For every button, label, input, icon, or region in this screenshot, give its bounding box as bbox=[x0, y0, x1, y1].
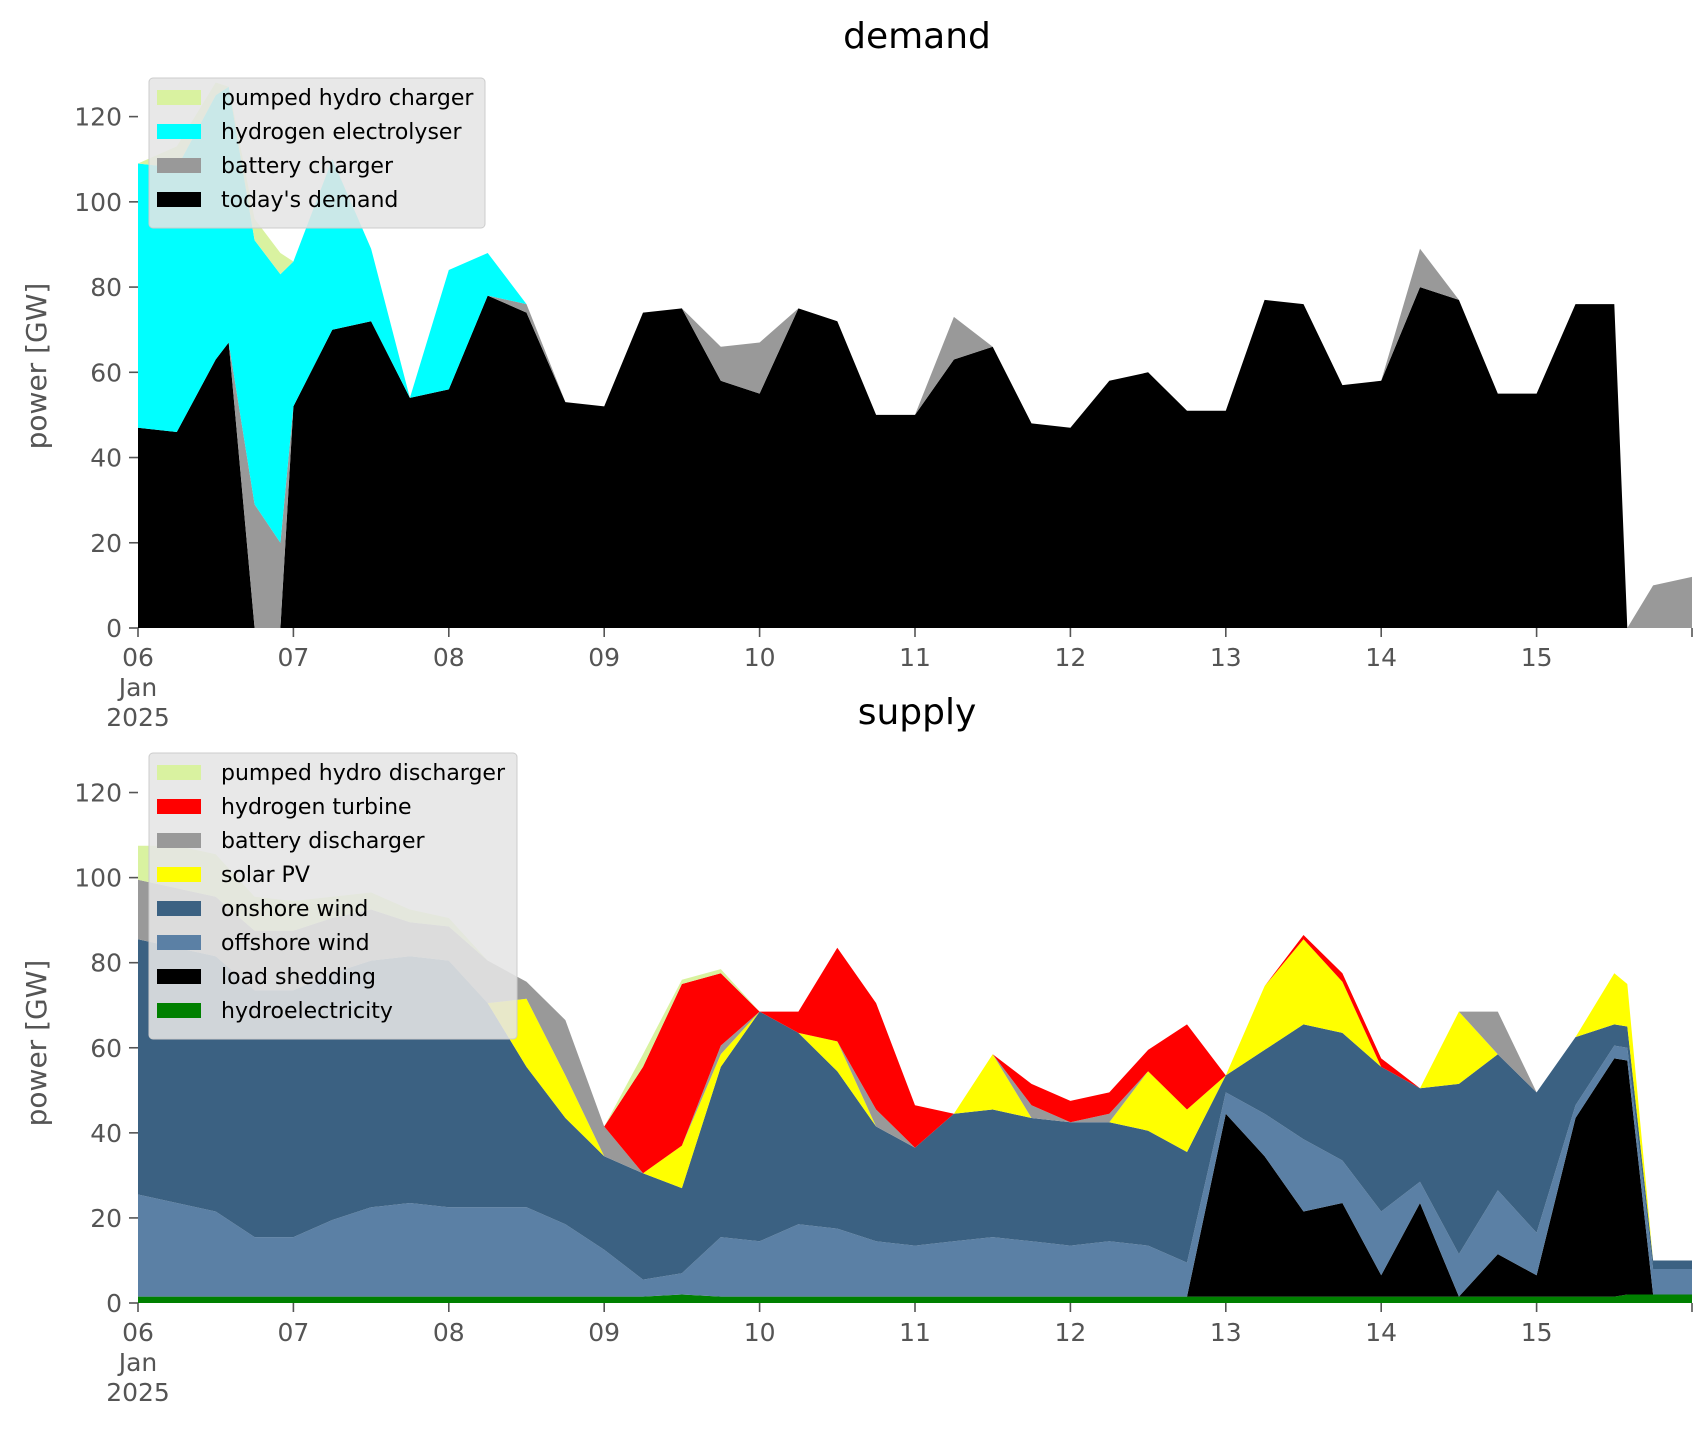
legend-box bbox=[148, 752, 518, 1040]
legend-label: today's demand bbox=[221, 188, 398, 213]
y-tick-label: 0 bbox=[106, 1289, 122, 1318]
series-area-today-s-demand bbox=[138, 287, 1692, 628]
x-tick-label: 07 bbox=[277, 1318, 309, 1347]
legend-label: pumped hydro discharger bbox=[221, 761, 506, 786]
x-tick-label: 11 bbox=[899, 643, 931, 672]
series-area-onshore-wind bbox=[138, 939, 1692, 1280]
y-tick-label: 20 bbox=[90, 1204, 122, 1233]
legend-label: offshore wind bbox=[221, 931, 370, 956]
y-tick-label: 60 bbox=[90, 358, 122, 387]
y-tick-label: 80 bbox=[90, 273, 122, 302]
legend-label: battery charger bbox=[221, 154, 394, 179]
chart-title: supply bbox=[858, 692, 977, 733]
x-tick-sublabel: 2025 bbox=[106, 1378, 170, 1407]
x-tick-sublabel: Jan bbox=[117, 673, 158, 702]
legend-swatch bbox=[157, 833, 201, 848]
legend-swatch bbox=[157, 90, 201, 105]
x-tick-label: 14 bbox=[1365, 643, 1397, 672]
y-axis: 0 20 40 60 80 100 120 bbox=[74, 103, 138, 643]
y-tick-label: 20 bbox=[90, 529, 122, 558]
series-area-hydroelectricity bbox=[138, 1294, 1692, 1303]
y-axis-label: power [GW] bbox=[20, 960, 53, 1127]
legend-swatch bbox=[157, 1003, 201, 1018]
x-tick-label: 07 bbox=[277, 643, 309, 672]
x-tick-label: 14 bbox=[1365, 1318, 1397, 1347]
series-area-offshore-wind bbox=[138, 1045, 1692, 1297]
y-tick-label: 120 bbox=[74, 779, 122, 808]
legend-swatch bbox=[157, 158, 201, 173]
legend-label: pumped hydro charger bbox=[221, 86, 474, 111]
x-tick-label: 13 bbox=[1210, 643, 1242, 672]
legend-label: onshore wind bbox=[221, 897, 368, 922]
legend-swatch bbox=[157, 935, 201, 950]
series-area-solar-pv bbox=[138, 939, 1692, 1261]
legend-swatch bbox=[157, 124, 201, 139]
legend: pumped hydro charger hydrogen electrolyse… bbox=[148, 77, 486, 229]
legend: pumped hydro discharger hydrogen turbine b… bbox=[148, 752, 518, 1040]
x-tick-label: 11 bbox=[899, 1318, 931, 1347]
area-layers bbox=[138, 845, 1692, 1303]
y-tick-label: 100 bbox=[74, 864, 122, 893]
y-axis-label: power [GW] bbox=[20, 283, 53, 450]
x-tick-label: 10 bbox=[744, 643, 776, 672]
legend-swatch bbox=[157, 867, 201, 882]
legend-label: load shedding bbox=[221, 965, 376, 990]
legend-swatch bbox=[157, 799, 201, 814]
x-tick-label: 06 bbox=[122, 643, 154, 672]
x-tick-label: 08 bbox=[433, 643, 465, 672]
y-tick-label: 60 bbox=[90, 1034, 122, 1063]
legend-label: hydroelectricity bbox=[221, 999, 393, 1024]
x-tick-label: 15 bbox=[1521, 1318, 1553, 1347]
y-axis: 0 20 40 60 80 100 120 bbox=[74, 779, 138, 1318]
legend-label: battery discharger bbox=[221, 829, 426, 854]
y-tick-label: 0 bbox=[106, 614, 122, 643]
y-tick-label: 80 bbox=[90, 949, 122, 978]
x-tick-label: 09 bbox=[588, 643, 620, 672]
x-tick-label: 12 bbox=[1054, 1318, 1086, 1347]
x-tick-label: 09 bbox=[588, 1318, 620, 1347]
area-layers bbox=[138, 82, 1692, 629]
chart-title: demand bbox=[843, 16, 991, 57]
series-area-hydrogen-electrolyser bbox=[138, 86, 1692, 629]
legend-swatch bbox=[157, 901, 201, 916]
x-tick-label: 15 bbox=[1521, 643, 1553, 672]
legend-swatch bbox=[157, 765, 201, 780]
x-tick-label: 08 bbox=[433, 1318, 465, 1347]
x-tick-sublabel: Jan bbox=[117, 1348, 158, 1377]
x-tick-label: 13 bbox=[1210, 1318, 1242, 1347]
series-area-load-shedding bbox=[138, 1058, 1692, 1297]
x-tick-label: 10 bbox=[744, 1318, 776, 1347]
legend-swatch bbox=[157, 192, 201, 207]
x-tick-sublabel: 2025 bbox=[106, 703, 170, 732]
legend-swatch bbox=[157, 969, 201, 984]
legend-box bbox=[148, 77, 486, 229]
legend-label: hydrogen turbine bbox=[221, 795, 412, 820]
y-tick-label: 100 bbox=[74, 188, 122, 217]
x-tick-label: 12 bbox=[1054, 643, 1086, 672]
demand-chart: demand power [GW] 0 20 40 60 80 100 120 06Jan2… bbox=[20, 16, 1693, 732]
x-tick-label: 06 bbox=[122, 1318, 154, 1347]
legend-label: hydrogen electrolyser bbox=[221, 120, 462, 145]
y-tick-label: 40 bbox=[90, 1119, 122, 1148]
legend-label: solar PV bbox=[221, 863, 310, 888]
y-tick-label: 40 bbox=[90, 444, 122, 473]
y-tick-label: 120 bbox=[74, 103, 122, 132]
